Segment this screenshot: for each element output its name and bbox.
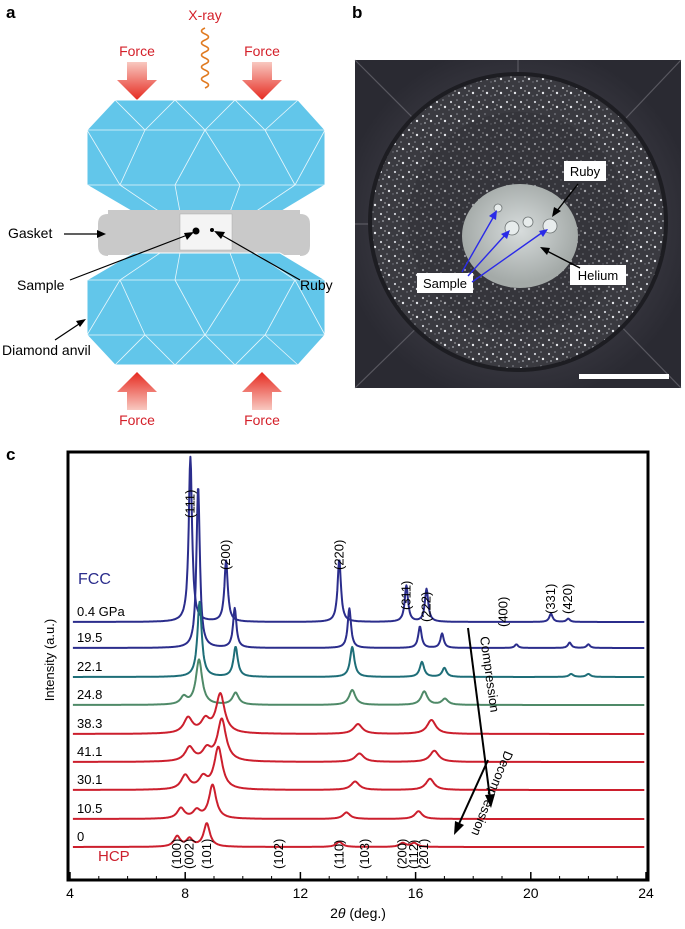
sample-label: Sample (17, 277, 65, 293)
panel-b-photo: Ruby Sample Helium (354, 59, 682, 389)
xrd-chart: 4 8 12 16 20 24 0.4 GPa 19.5 22.1 24.8 38.3 41.1 30… (42, 450, 654, 921)
series-line (72, 658, 645, 706)
hcp-peak-label: (103) (357, 839, 372, 869)
sample-dot (192, 227, 200, 235)
series-line (72, 600, 645, 678)
fcc-peak-label: (331) (543, 584, 558, 614)
x-axis-ticks: 4 8 12 16 20 24 (66, 872, 654, 901)
series-label: 24.8 (77, 687, 102, 702)
panel-label-c: c (6, 445, 15, 464)
arrow-icon (454, 821, 464, 835)
fcc-peak-label: (220) (331, 540, 346, 570)
series-line (72, 783, 645, 820)
series-label: 30.1 (77, 772, 102, 787)
series-line (72, 822, 645, 848)
xray-label: X-ray (188, 7, 221, 23)
y-axis-label: Intensity (a.u.) (42, 619, 57, 701)
arrow-icon (501, 230, 510, 239)
sample-chamber (462, 184, 578, 288)
peak-labels: (111) (200) (220) (311) (222) (400) (331) (420)… (169, 490, 575, 869)
top-diamond (86, 99, 326, 213)
arrow-icon (97, 230, 106, 238)
x-axis-label: 2θ (deg.) (330, 905, 386, 921)
xray-wave-icon (200, 27, 210, 89)
bottom-diamond (86, 252, 326, 366)
x-tick-label: 12 (293, 885, 309, 901)
compression-arrow (467, 627, 491, 799)
fcc-peak-label: (111) (182, 490, 197, 518)
force-label-top-left: Force (119, 43, 155, 59)
force-arrow-down-icon (117, 62, 157, 100)
series-label: 38.3 (77, 716, 102, 731)
series-label: 10.5 (77, 801, 102, 816)
force-arrow-down-icon (242, 62, 282, 100)
force-arrow-up-icon (117, 372, 157, 410)
force-arrow-up-icon (242, 372, 282, 410)
arrow-icon (540, 247, 550, 255)
series-line (72, 745, 645, 791)
fcc-label: FCC (78, 571, 111, 588)
force-label-bottom-right: Force (244, 412, 280, 428)
photo-helium-label: Helium (578, 268, 618, 283)
x-tick-label: 16 (408, 885, 424, 901)
series-label: 0.4 GPa (77, 604, 125, 619)
hcp-peak-label: (102) (271, 839, 286, 869)
photo-ruby-label: Ruby (570, 164, 601, 179)
arrow-icon (214, 231, 225, 239)
photo-sample-label: Sample (423, 276, 467, 291)
hcp-peak-label: (112) (406, 840, 421, 869)
fcc-peak-label: (200) (218, 540, 233, 570)
series-line (72, 455, 645, 623)
decompression-arrow (457, 759, 489, 827)
series-label: 19.5 (77, 630, 102, 645)
plot-frame (66, 450, 650, 882)
series-line (72, 717, 645, 763)
arrow-icon (489, 210, 497, 220)
x-tick-label: 8 (181, 885, 189, 901)
fcc-peak-label: (420) (560, 584, 575, 614)
diamond-anvil-label: Diamond anvil (2, 342, 91, 358)
fcc-peak-label: (311) (398, 581, 413, 610)
hcp-peak-label: (110) (331, 840, 346, 869)
hcp-peak-label: (201) (416, 839, 431, 869)
force-label-bottom-left: Force (119, 412, 155, 428)
fcc-peak-label: (400) (495, 597, 510, 627)
series-label: 0 (77, 829, 84, 844)
series-line (72, 488, 645, 649)
ruby-dot (210, 228, 214, 232)
hcp-peak-label: (002) (182, 839, 197, 869)
gasket (98, 210, 310, 256)
fcc-peak-label: (222) (419, 592, 434, 622)
arrow-icon (552, 207, 561, 217)
arrow-icon (184, 232, 194, 240)
panel-label-b: b (352, 3, 362, 22)
arrow-icon (76, 319, 86, 327)
arrow-icon (539, 229, 548, 237)
series-line (72, 692, 645, 735)
scale-bar (579, 374, 669, 379)
hcp-label: HCP (98, 848, 130, 865)
x-tick-label: 4 (66, 885, 74, 901)
hcp-peak-label: (200) (395, 839, 410, 869)
hcp-peak-label: (101) (199, 839, 214, 869)
x-tick-label: 24 (638, 885, 654, 901)
ruby-label: Ruby (300, 277, 333, 293)
panel-a-schematic: X-ray Force Force (2, 7, 333, 428)
x-tick-label: 20 (523, 885, 539, 901)
panel-label-a: a (6, 3, 16, 22)
series-group: 0.4 GPa 19.5 22.1 24.8 38.3 41.1 30.1 10.5 0 (72, 455, 645, 848)
arrow-icon (485, 794, 495, 808)
force-label-top-right: Force (244, 43, 280, 59)
hcp-peak-label: (100) (169, 839, 184, 869)
series-label: 22.1 (77, 659, 102, 674)
series-label: 41.1 (77, 744, 102, 759)
gasket-label: Gasket (8, 225, 52, 241)
